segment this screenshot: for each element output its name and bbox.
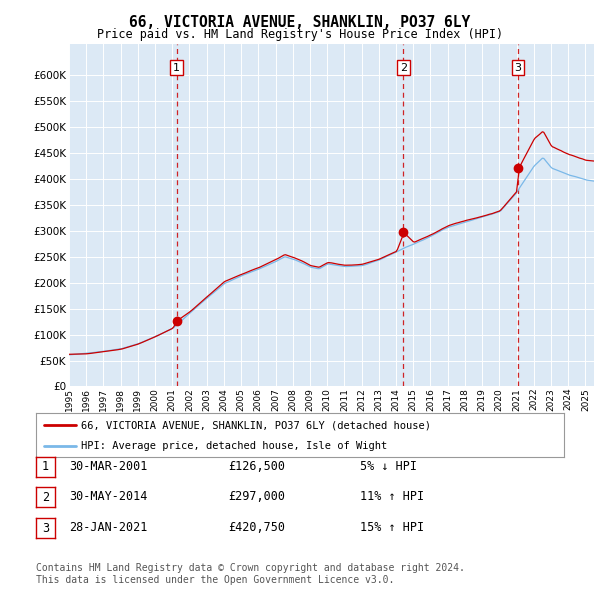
Text: HPI: Average price, detached house, Isle of Wight: HPI: Average price, detached house, Isle… (81, 441, 387, 451)
Text: This data is licensed under the Open Government Licence v3.0.: This data is licensed under the Open Gov… (36, 575, 394, 585)
Text: 3: 3 (42, 522, 49, 535)
Text: 11% ↑ HPI: 11% ↑ HPI (360, 490, 424, 503)
Text: 1: 1 (42, 460, 49, 473)
Text: Contains HM Land Registry data © Crown copyright and database right 2024.: Contains HM Land Registry data © Crown c… (36, 563, 465, 573)
Text: 66, VICTORIA AVENUE, SHANKLIN, PO37 6LY: 66, VICTORIA AVENUE, SHANKLIN, PO37 6LY (130, 15, 470, 30)
Text: £420,750: £420,750 (228, 521, 285, 534)
Text: Price paid vs. HM Land Registry's House Price Index (HPI): Price paid vs. HM Land Registry's House … (97, 28, 503, 41)
Text: 66, VICTORIA AVENUE, SHANKLIN, PO37 6LY (detached house): 66, VICTORIA AVENUE, SHANKLIN, PO37 6LY … (81, 421, 431, 430)
Text: 3: 3 (514, 63, 521, 73)
Text: 28-JAN-2021: 28-JAN-2021 (69, 521, 148, 534)
Text: 30-MAR-2001: 30-MAR-2001 (69, 460, 148, 473)
Text: 1: 1 (173, 63, 180, 73)
Text: 30-MAY-2014: 30-MAY-2014 (69, 490, 148, 503)
Text: 2: 2 (400, 63, 407, 73)
Text: £297,000: £297,000 (228, 490, 285, 503)
Text: 15% ↑ HPI: 15% ↑ HPI (360, 521, 424, 534)
Text: 2: 2 (42, 491, 49, 504)
Text: 5% ↓ HPI: 5% ↓ HPI (360, 460, 417, 473)
Text: £126,500: £126,500 (228, 460, 285, 473)
